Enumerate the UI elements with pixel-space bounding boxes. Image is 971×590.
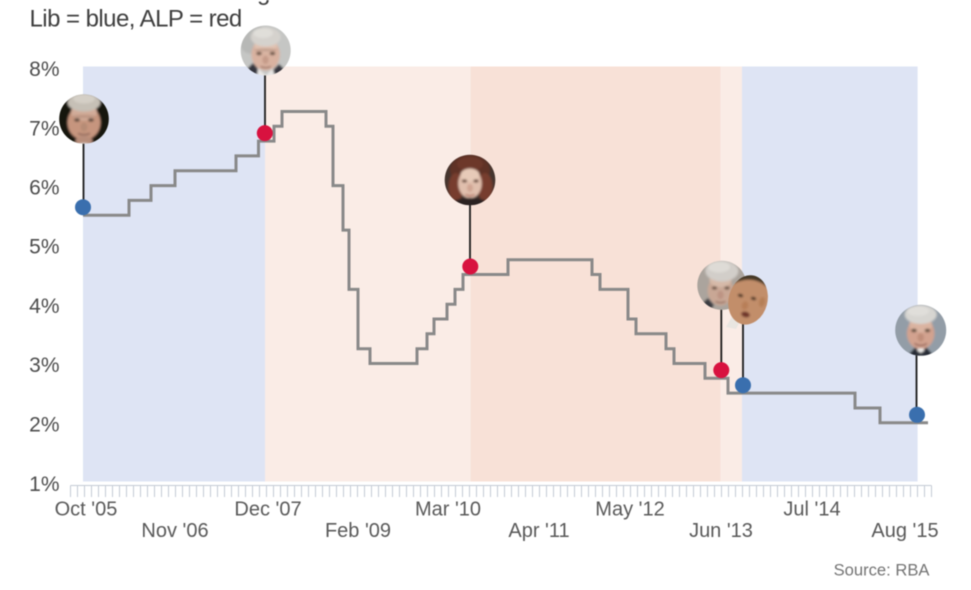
svg-text:Nov '06: Nov '06 <box>141 520 208 542</box>
svg-text:8%: 8% <box>29 58 59 81</box>
svg-text:Feb '09: Feb '09 <box>325 520 391 542</box>
svg-text:7%: 7% <box>29 118 59 141</box>
svg-text:Jul '14: Jul '14 <box>783 499 840 521</box>
svg-text:3%: 3% <box>29 354 59 377</box>
svg-text:2%: 2% <box>29 414 59 437</box>
svg-text:Source: RBA: Source: RBA <box>834 561 931 580</box>
svg-text:Dec '07: Dec '07 <box>234 499 301 521</box>
svg-text:6%: 6% <box>29 177 59 200</box>
svg-text:Mar '10: Mar '10 <box>415 499 481 521</box>
svg-text:4%: 4% <box>29 295 59 318</box>
svg-text:g: g <box>257 0 270 6</box>
svg-text:Lib = blue, ALP = red: Lib = blue, ALP = red <box>30 6 242 33</box>
svg-text:1%: 1% <box>29 473 59 496</box>
svg-text:Jun '13: Jun '13 <box>689 520 753 542</box>
svg-text:Oct '05: Oct '05 <box>55 499 118 521</box>
svg-text:Apr '11: Apr '11 <box>508 520 569 542</box>
svg-text:May '12: May '12 <box>595 499 664 521</box>
svg-text:Aug '15: Aug '15 <box>871 520 938 542</box>
svg-text:5%: 5% <box>29 236 59 259</box>
